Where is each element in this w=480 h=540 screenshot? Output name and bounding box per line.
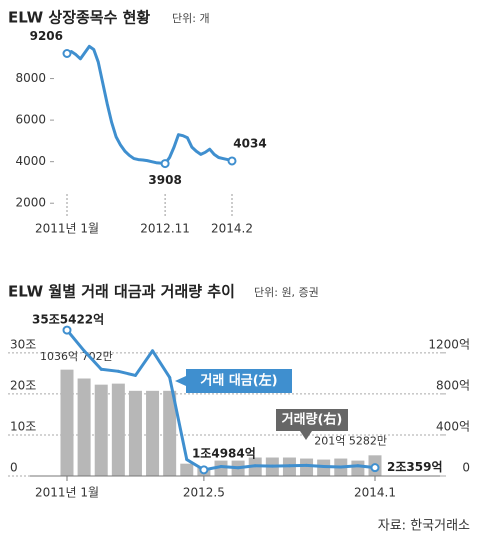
y2-tick-label: 0	[462, 461, 470, 475]
bar	[300, 458, 314, 476]
data-point	[160, 159, 170, 169]
bar	[111, 383, 125, 476]
bar	[128, 390, 142, 476]
y2-tick-label: 400억	[436, 419, 470, 433]
bar	[351, 460, 365, 476]
line-segment	[99, 367, 120, 373]
chart-title: ELW 상장종목수 현황	[8, 9, 150, 27]
data-label: 9206	[30, 29, 63, 43]
chart-title: ELW 월별 거래 대금과 거래량 추이	[8, 283, 235, 301]
y-tick-label: 30조	[10, 337, 36, 351]
bar	[60, 369, 74, 476]
y-tick-label: 6000	[15, 113, 46, 127]
legend-label: 거래량(右)	[282, 412, 343, 428]
data-label: 201억 5282만	[314, 434, 387, 447]
line-segment	[151, 349, 172, 379]
y2-tick-label: 800억	[436, 378, 470, 392]
x-tick-label: 2012.11	[140, 222, 190, 236]
data-label: 1036억 702만	[40, 350, 113, 363]
y-tick-label: 2000	[15, 196, 46, 210]
line-segment	[219, 465, 240, 470]
data-point	[227, 156, 237, 166]
data-label: 4034	[233, 136, 266, 150]
bar	[94, 384, 108, 476]
chart-subtitle: 단위: 개	[172, 12, 210, 25]
data-label: 35조5422억	[32, 313, 104, 327]
data-point	[199, 465, 209, 475]
bar	[180, 463, 194, 476]
source: 자료: 한국거래소	[378, 519, 470, 534]
bar	[214, 460, 228, 476]
line-segment	[236, 464, 257, 470]
legend-label: 거래 대금(左)	[200, 373, 277, 389]
x-tick-label: 2014.1	[354, 486, 396, 500]
data-point	[62, 48, 72, 58]
line-segment	[82, 349, 103, 371]
data-label: 1조4984억	[192, 446, 256, 460]
line-segment	[116, 369, 137, 377]
bar	[163, 390, 177, 476]
legend-pointer	[300, 431, 312, 440]
data-line	[66, 44, 233, 166]
legend-pointer	[175, 376, 186, 386]
x-tick-label: 2011년 1월	[35, 486, 99, 500]
data-point	[370, 463, 380, 473]
y-tick-label: 10조	[10, 419, 36, 433]
data-point	[62, 325, 72, 335]
y-tick-label: 20조	[10, 378, 36, 392]
x-tick-label: 2014.2	[211, 222, 253, 236]
chart-subtitle: 단위: 원, 증권	[254, 286, 319, 299]
line-segment	[168, 375, 189, 462]
legend-box	[186, 369, 292, 393]
x-tick-label: 2011년 1월	[35, 222, 99, 236]
data-label: 2조359억	[387, 460, 442, 474]
x-tick-label: 2012.5	[183, 486, 225, 500]
y-tick-label: 4000	[15, 154, 46, 168]
y2-tick-label: 1200억	[428, 337, 470, 351]
y-tick-label: 0	[10, 461, 18, 475]
line-segment	[133, 349, 155, 377]
bar	[146, 390, 160, 476]
line-segment	[339, 464, 360, 469]
data-label: 3908	[148, 173, 181, 187]
line-segment	[305, 463, 326, 469]
y-tick-label: 8000	[15, 71, 46, 85]
legend-box	[276, 409, 348, 431]
bar	[77, 378, 91, 476]
